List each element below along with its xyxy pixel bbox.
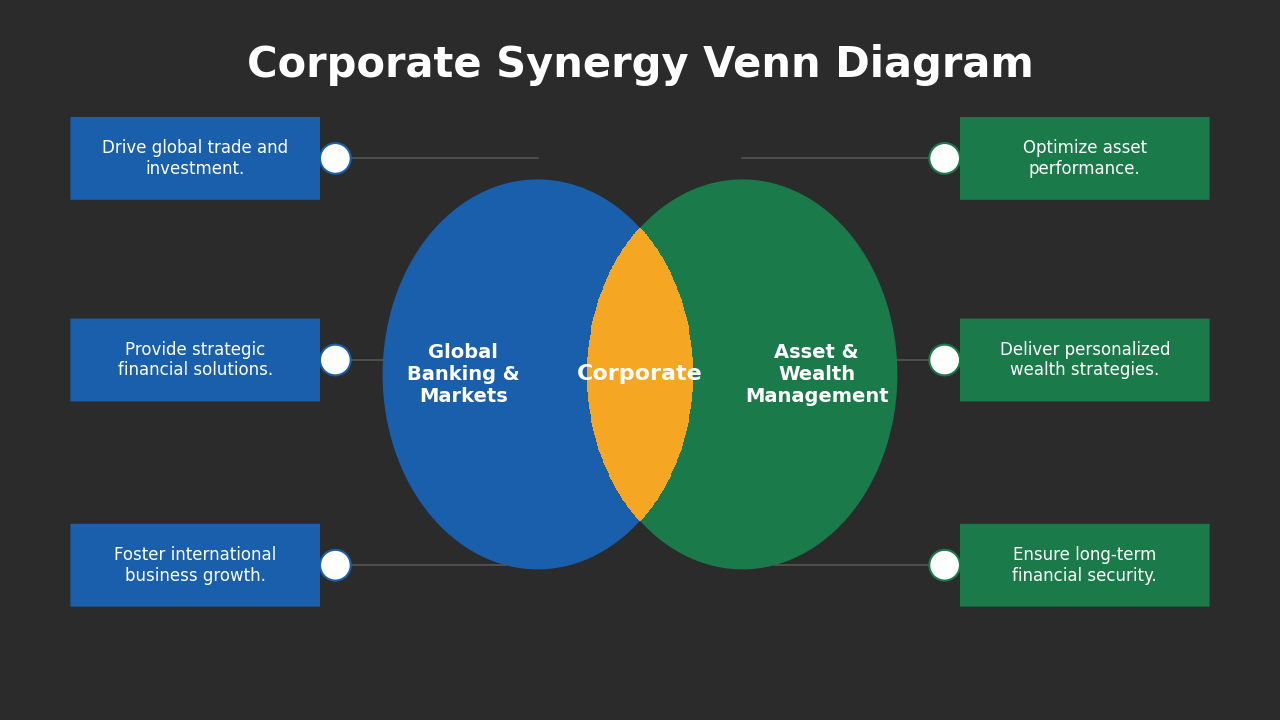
Circle shape <box>320 345 351 375</box>
Circle shape <box>929 550 960 580</box>
Text: Corporate: Corporate <box>577 364 703 384</box>
Text: Provide strategic
financial solutions.: Provide strategic financial solutions. <box>118 341 273 379</box>
Circle shape <box>320 143 351 174</box>
FancyBboxPatch shape <box>960 318 1210 402</box>
Circle shape <box>320 550 351 580</box>
Text: Deliver personalized
wealth strategies.: Deliver personalized wealth strategies. <box>1000 341 1170 379</box>
Ellipse shape <box>383 179 692 570</box>
FancyBboxPatch shape <box>70 318 320 402</box>
Text: Drive global trade and
investment.: Drive global trade and investment. <box>102 139 288 178</box>
Text: Asset &
Wealth
Management: Asset & Wealth Management <box>745 343 888 406</box>
FancyBboxPatch shape <box>960 523 1210 607</box>
Text: Ensure long-term
financial security.: Ensure long-term financial security. <box>1012 546 1157 585</box>
FancyBboxPatch shape <box>960 117 1210 200</box>
Circle shape <box>929 345 960 375</box>
Text: Corporate Synergy Venn Diagram: Corporate Synergy Venn Diagram <box>247 44 1033 86</box>
Text: Global
Banking &
Markets: Global Banking & Markets <box>407 343 520 406</box>
FancyBboxPatch shape <box>70 523 320 607</box>
FancyBboxPatch shape <box>70 117 320 200</box>
Text: Foster international
business growth.: Foster international business growth. <box>114 546 276 585</box>
Circle shape <box>929 143 960 174</box>
Ellipse shape <box>588 179 897 570</box>
Text: Optimize asset
performance.: Optimize asset performance. <box>1023 139 1147 178</box>
